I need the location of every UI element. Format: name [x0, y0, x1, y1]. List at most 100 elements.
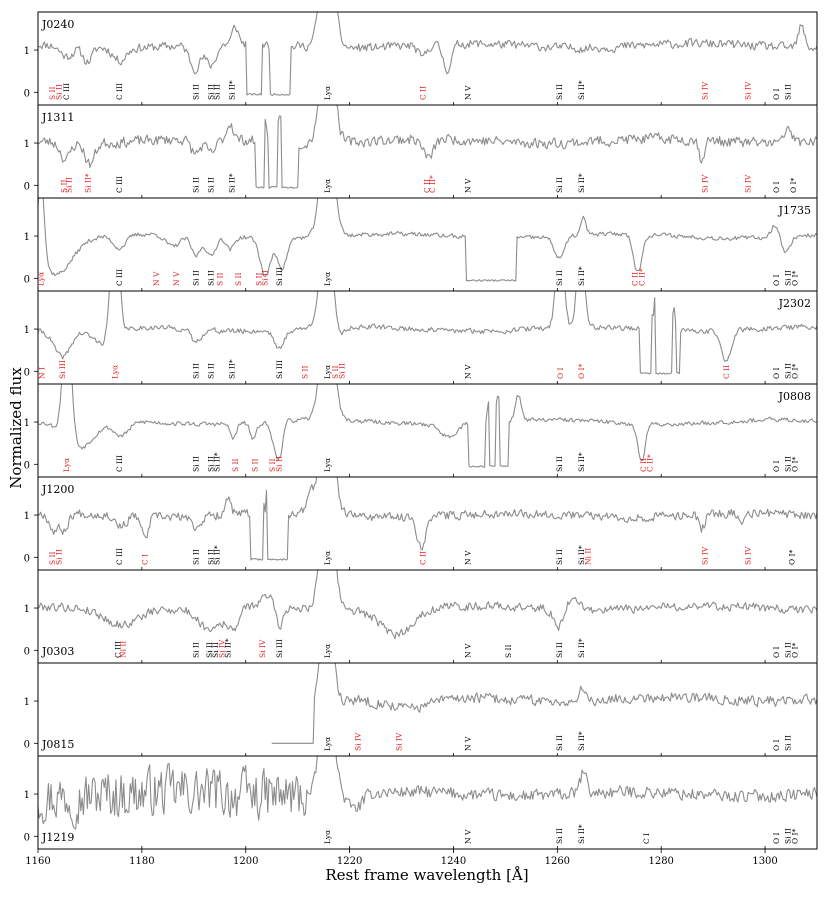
line-id-label: C II* — [428, 175, 437, 193]
y-tick-label: 1 — [24, 232, 30, 243]
line-id-label: Si II — [783, 363, 792, 379]
spectrum-line-j1219 — [38, 756, 817, 830]
line-id-label: O I — [772, 274, 781, 286]
line-id-label: O I — [772, 460, 781, 472]
line-id-label: Si II — [555, 456, 564, 472]
line-id-label: Si II — [206, 84, 215, 100]
line-id-label: O I* — [788, 550, 797, 565]
line-id-label: N V — [464, 643, 473, 658]
line-id-label: Si II — [213, 84, 222, 100]
line-id-label: Si II* — [577, 266, 586, 286]
line-id-label: O I* — [791, 643, 800, 658]
line-id-label: S II — [48, 87, 57, 100]
spectrum-line-j1311 — [38, 105, 817, 189]
panel-name: J0815 — [41, 738, 74, 751]
line-id-label: C II — [639, 458, 648, 472]
line-id-label: O I — [772, 367, 781, 379]
panel-frame — [37, 290, 818, 385]
y-axis-label: Normalized flux — [7, 367, 25, 489]
line-id-label: C II — [722, 365, 731, 379]
line-id-label: Si II — [54, 549, 63, 565]
spectrum-panel-j2302: 0 1 J2302 N I Si III Lyα Si II Si II Si II* Si II… — [24, 290, 818, 385]
line-id-label: O I* — [791, 364, 800, 379]
line-id-label: S II — [251, 459, 260, 472]
line-id-label: S II — [331, 366, 340, 379]
line-id-label: Lyα — [37, 272, 46, 286]
y-tick-label: 0 — [24, 832, 30, 843]
spectrum-line-j0240 — [38, 12, 817, 96]
y-tick-label: 1 — [24, 325, 30, 336]
line-id-label: C III — [115, 548, 124, 565]
x-tick-label: 1180 — [129, 856, 154, 867]
y-tick-label: 0 — [24, 739, 30, 750]
line-id-label: Lyα — [323, 644, 332, 658]
line-id-label: S II — [215, 273, 224, 286]
line-id-label: Ni II — [584, 548, 593, 565]
line-id-label: Si II* — [577, 824, 586, 844]
x-tick-label: 1160 — [25, 856, 50, 867]
line-id-label: N V — [464, 829, 473, 844]
line-id-label: Si III — [275, 639, 284, 658]
line-id-label: O I* — [791, 457, 800, 472]
line-id-label: S II — [234, 273, 243, 286]
x-tick-label: 1300 — [752, 856, 777, 867]
spectrum-line-j0303 — [38, 570, 817, 640]
line-id-label: Lyα — [323, 86, 332, 100]
line-id-label: Si IV — [743, 81, 752, 100]
line-id-label: Si II* — [577, 452, 586, 472]
line-id-label: Si IV — [217, 639, 226, 658]
line-id-label: Si II* — [228, 173, 237, 193]
line-id-label: Si II — [191, 363, 200, 379]
y-tick-label: 0 — [24, 646, 30, 657]
line-id-label: Si II — [206, 270, 215, 286]
y-tick-label: 1 — [24, 46, 30, 57]
panel-name: J0808 — [778, 390, 811, 403]
line-id-label: Lyα — [323, 458, 332, 472]
line-id-label: C III — [62, 83, 71, 100]
line-id-label: C II — [418, 86, 427, 100]
panel-name: J2302 — [778, 297, 811, 310]
line-id-label: Si II — [555, 642, 564, 658]
x-axis-label: Rest frame wavelength [Å] — [325, 866, 528, 884]
line-id-label: Si II — [191, 177, 200, 193]
line-id-label: Lyα — [323, 179, 332, 193]
spectrum-line-j0808 — [38, 384, 817, 468]
line-id-label: O I — [556, 367, 565, 379]
line-id-label: O I — [772, 832, 781, 844]
line-id-label: C III — [115, 176, 124, 193]
spectrum-line-j1200 — [38, 477, 817, 561]
line-id-label: Si II — [555, 735, 564, 751]
line-id-label: Si II — [555, 549, 564, 565]
line-id-label: Si IV — [700, 546, 709, 565]
line-id-label: Si IV — [700, 81, 709, 100]
line-id-label: S II — [231, 459, 240, 472]
line-id-label: C I — [642, 833, 651, 844]
line-id-label: Si IV — [700, 174, 709, 193]
spectrum-line-j1735 — [38, 198, 817, 282]
panel-name: J1200 — [41, 483, 74, 496]
line-id-label: O I* — [577, 364, 586, 379]
spectrum-line-j2302 — [38, 291, 817, 375]
line-id-label: N V — [464, 364, 473, 379]
line-id-label: Si II — [65, 177, 74, 193]
line-id-label: Lyα — [62, 458, 71, 472]
line-id-label: O I* — [791, 271, 800, 286]
line-id-label: S II — [300, 366, 309, 379]
line-id-label: Si II — [275, 456, 284, 472]
line-id-label: S II — [268, 459, 277, 472]
x-tick-label: 1220 — [337, 856, 362, 867]
line-id-label: C II — [423, 179, 432, 193]
line-id-label: N V — [172, 271, 181, 286]
line-id-label: C I — [141, 554, 150, 565]
line-id-label: Si II* — [83, 173, 92, 193]
line-id-label: S II — [255, 273, 264, 286]
line-id-label: Si II* — [228, 80, 237, 100]
